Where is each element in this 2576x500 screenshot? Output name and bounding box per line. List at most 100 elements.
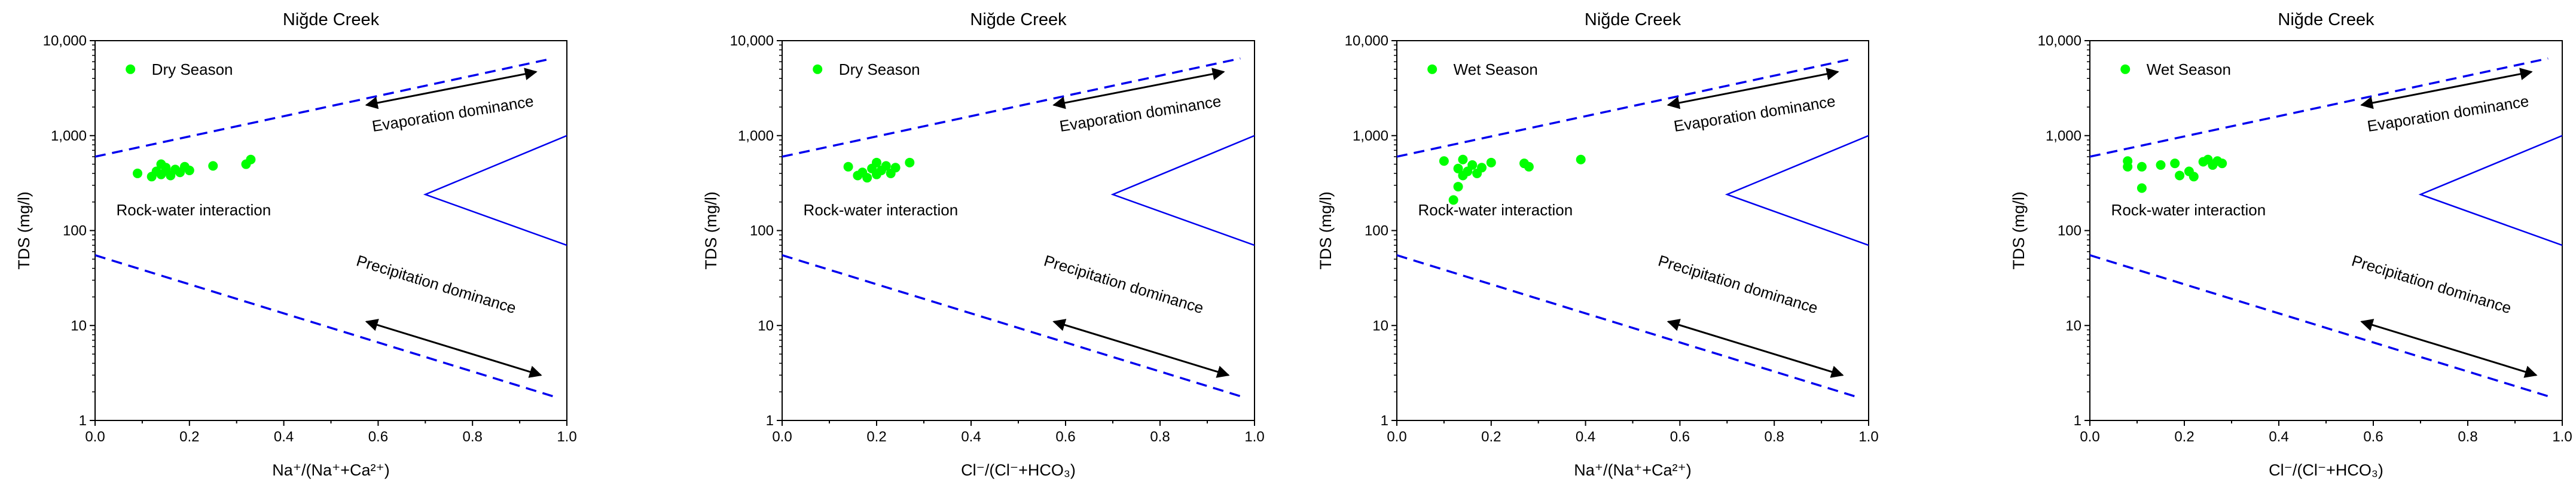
x-tick-label: 0.4 xyxy=(274,429,294,445)
x-axis-label: Cl⁻/(Cl⁻+HCO₃) xyxy=(961,461,1076,479)
data-point xyxy=(2123,161,2133,172)
chart-title: Niğde Creek xyxy=(283,10,380,29)
data-point xyxy=(1486,157,1496,167)
data-point xyxy=(1439,156,1449,166)
data-point xyxy=(184,165,194,175)
rock-water-interaction-label: Rock-water interaction xyxy=(804,201,959,219)
x-tick-label: 0.6 xyxy=(2363,429,2383,445)
x-tick-label: 0.0 xyxy=(772,429,792,445)
y-tick-label: 100 xyxy=(1365,223,1388,239)
y-axis-label: TDS (mg/l) xyxy=(702,191,720,270)
y-tick-label: 1 xyxy=(766,413,774,429)
x-tick-label: 0.2 xyxy=(179,429,199,445)
data-point xyxy=(2170,158,2180,169)
lower-dashed-boundary xyxy=(782,254,1241,398)
y-tick-label: 100 xyxy=(63,223,87,239)
precipitation-dominance-label: Precipitation dominance xyxy=(2349,251,2513,317)
legend-marker xyxy=(126,64,136,74)
chart-panel-4: 0.0 0.2 0.4 0.6 0.8 1.0 1 10 100 1,000 10,000 Niğde… xyxy=(2010,10,2572,479)
evaporation-dominance-label: Evaporation dominance xyxy=(371,92,535,135)
x-tick-label: 0.2 xyxy=(2174,429,2194,445)
y-tick-label: 1,000 xyxy=(2046,128,2081,144)
rock-dominance-wedge xyxy=(1110,135,1255,246)
data-point xyxy=(2217,158,2227,169)
data-point xyxy=(1467,160,1478,170)
y-axis-label: TDS (mg/l) xyxy=(15,191,33,270)
evaporation-arrow xyxy=(1667,68,1839,109)
x-tick-label: 0.2 xyxy=(866,429,886,445)
x-tick-label: 0.4 xyxy=(1576,429,1595,445)
data-point xyxy=(881,161,891,171)
data-point xyxy=(2137,161,2147,172)
y-tick-label: 10,000 xyxy=(1345,33,1388,49)
rock-water-interaction-label: Rock-water interaction xyxy=(2111,201,2266,219)
x-axis-label: Na⁺/(Na⁺+Ca²⁺) xyxy=(272,461,390,479)
x-tick-label: 0.4 xyxy=(2269,429,2288,445)
data-point xyxy=(1477,163,1487,173)
precipitation-dominance-label: Precipitation dominance xyxy=(355,251,518,317)
x-tick-label: 0.8 xyxy=(2458,429,2477,445)
rock-dominance-wedge xyxy=(423,135,567,246)
precipitation-arrow xyxy=(1667,319,1844,378)
lower-dashed-boundary xyxy=(95,254,553,398)
rock-water-interaction-label: Rock-water interaction xyxy=(117,201,271,219)
data-point xyxy=(2189,172,2199,182)
chart-panel-1: 0.0 0.2 0.4 0.6 0.8 1.0 1 10 100 1,000 10,000 Niğde… xyxy=(15,10,577,479)
x-tick-label: 0.0 xyxy=(85,429,105,445)
y-tick-label: 10,000 xyxy=(43,33,87,49)
data-point xyxy=(208,161,218,171)
data-point xyxy=(2156,160,2166,170)
y-tick-label: 100 xyxy=(750,223,774,239)
precipitation-arrow xyxy=(1052,319,1230,378)
y-tick-label: 10 xyxy=(758,318,774,334)
legend-label: Wet Season xyxy=(2147,60,2231,78)
y-tick-label: 1,000 xyxy=(1353,128,1388,144)
evaporation-arrow xyxy=(1052,68,1225,109)
x-tick-label: 0.8 xyxy=(1150,429,1170,445)
y-tick-label: 100 xyxy=(2058,223,2081,239)
x-tick-label: 0.2 xyxy=(1481,429,1501,445)
precipitation-dominance-label: Precipitation dominance xyxy=(1042,251,1205,317)
data-point xyxy=(1448,195,1458,205)
chart-title: Niğde Creek xyxy=(2278,10,2374,29)
x-tick-label: 0.6 xyxy=(368,429,388,445)
chart-panel-3: 0.0 0.2 0.4 0.6 0.8 1.0 1 10 100 1,000 10,000 Niğde… xyxy=(1317,10,1879,479)
evaporation-dominance-label: Evaporation dominance xyxy=(1672,92,1837,135)
chart-panel-2: 0.0 0.2 0.4 0.6 0.8 1.0 1 10 100 1,000 10,000 Niğde… xyxy=(702,10,1265,479)
y-tick-label: 10,000 xyxy=(730,33,774,49)
x-tick-label: 0.6 xyxy=(1670,429,1690,445)
precipitation-dominance-label: Precipitation dominance xyxy=(1656,251,1820,317)
y-tick-label: 10 xyxy=(1372,318,1388,334)
y-axis-label: TDS (mg/l) xyxy=(1317,191,1335,270)
data-point xyxy=(2175,170,2185,181)
lower-dashed-boundary xyxy=(2090,254,2548,398)
y-tick-label: 10 xyxy=(71,318,87,334)
x-tick-label: 1.0 xyxy=(1244,429,1264,445)
rock-dominance-wedge xyxy=(1725,135,1869,246)
x-tick-label: 1.0 xyxy=(2552,429,2572,445)
data-point xyxy=(161,163,171,173)
legend-label: Dry Season xyxy=(839,60,920,78)
x-axis-label: Na⁺/(Na⁺+Ca²⁺) xyxy=(1574,461,1692,479)
data-point xyxy=(862,173,872,183)
x-tick-label: 1.0 xyxy=(557,429,576,445)
data-point xyxy=(1524,161,1534,172)
legend-label: Dry Season xyxy=(152,60,233,78)
legend-label: Wet Season xyxy=(1454,60,1538,78)
y-tick-label: 10 xyxy=(2065,318,2081,334)
x-tick-label: 1.0 xyxy=(1858,429,1878,445)
data-point xyxy=(872,157,881,167)
x-tick-label: 0.8 xyxy=(463,429,483,445)
lower-dashed-boundary xyxy=(1397,254,1855,398)
y-tick-label: 1,000 xyxy=(738,128,774,144)
y-tick-label: 1 xyxy=(1381,413,1388,429)
data-point xyxy=(843,161,853,172)
y-tick-label: 10,000 xyxy=(2038,33,2081,49)
data-point xyxy=(890,163,901,173)
x-tick-label: 0.0 xyxy=(1387,429,1406,445)
precipitation-arrow xyxy=(365,319,542,378)
rock-water-interaction-label: Rock-water interaction xyxy=(1418,201,1573,219)
legend-marker xyxy=(1427,64,1437,74)
